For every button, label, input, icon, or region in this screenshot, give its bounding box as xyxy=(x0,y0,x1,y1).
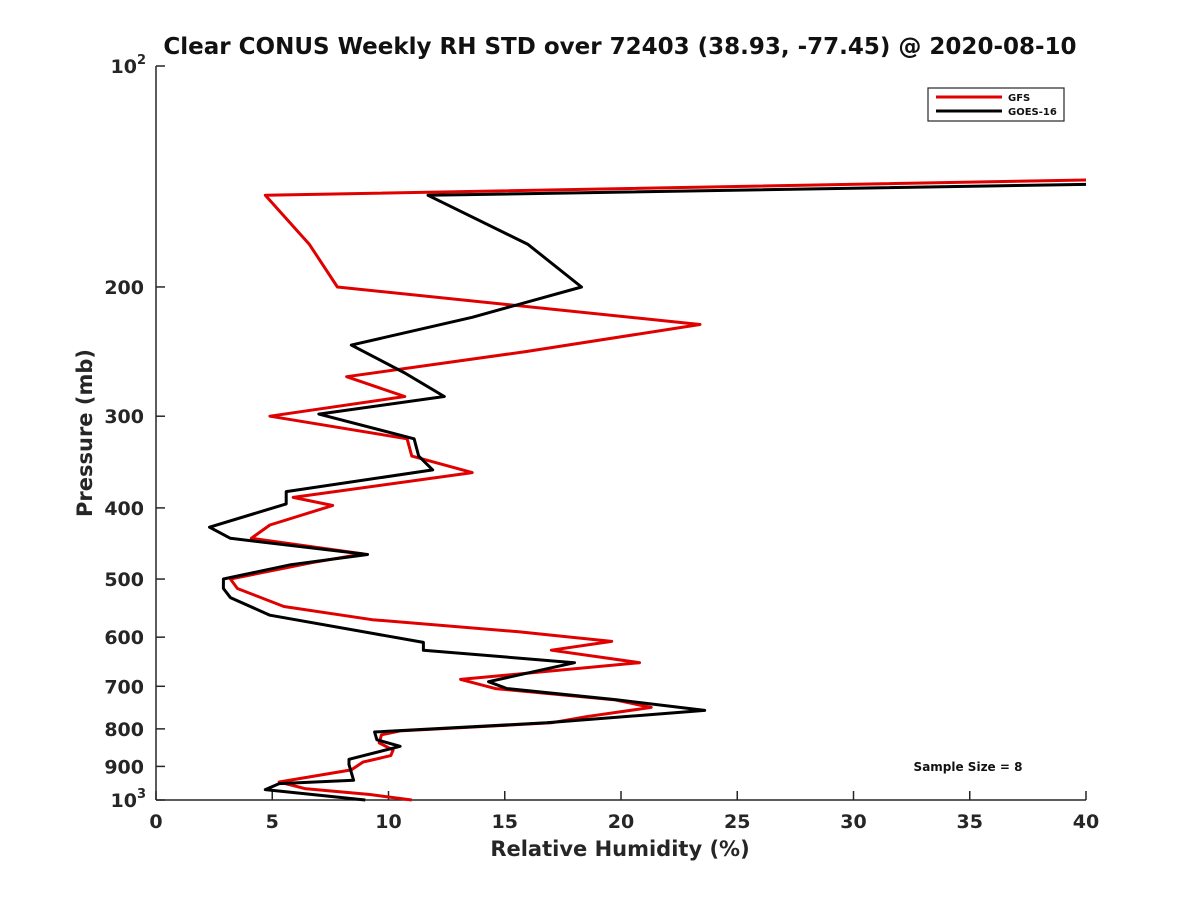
legend-entry: GOES-16 xyxy=(1008,107,1057,118)
y-tick-label: 102 xyxy=(111,53,147,78)
x-axis-label: Relative Humidity (%) xyxy=(490,837,749,861)
y-axis-label: Pressure (mb) xyxy=(73,349,97,517)
x-tick-label: 10 xyxy=(375,811,401,833)
x-tick-label: 15 xyxy=(492,811,518,833)
series-line-gfs xyxy=(228,178,1087,802)
y-tick-label: 600 xyxy=(104,627,144,649)
chart-title: Clear CONUS Weekly RH STD over 72403 (38… xyxy=(163,34,1076,60)
y-tick-label: 500 xyxy=(104,569,144,591)
y-tick-label: 700 xyxy=(104,676,144,698)
x-tick-label: 5 xyxy=(266,811,279,833)
y-tick-label: 400 xyxy=(104,498,144,520)
y-tick-label: 900 xyxy=(104,756,144,778)
legend-box xyxy=(927,87,1065,122)
legend-entry: GFS xyxy=(1008,93,1030,104)
x-tick-label: 25 xyxy=(724,811,750,833)
y-tick-label: 200 xyxy=(104,277,144,299)
y-tick-label: 103 xyxy=(111,787,147,812)
sample-size-annotation: Sample Size = 8 xyxy=(914,760,1023,774)
x-tick-label: 35 xyxy=(957,811,983,833)
x-tick-label: 40 xyxy=(1073,811,1099,833)
y-tick-label: 800 xyxy=(104,719,144,741)
x-axis-ticks: 0 5 10 15 20 25 30 35 40 xyxy=(149,791,1099,833)
x-tick-label: 20 xyxy=(608,811,634,833)
y-tick-label: 300 xyxy=(104,406,144,428)
legend: GFS GOES-16 xyxy=(927,87,1065,122)
x-tick-label: 0 xyxy=(149,811,162,833)
series-line-goes-16 xyxy=(208,182,1087,802)
y-axis-ticks: 102 200 300 400 500 600 700 800 900 103 xyxy=(104,53,165,812)
series-layer xyxy=(208,178,1087,802)
x-tick-label: 30 xyxy=(840,811,866,833)
